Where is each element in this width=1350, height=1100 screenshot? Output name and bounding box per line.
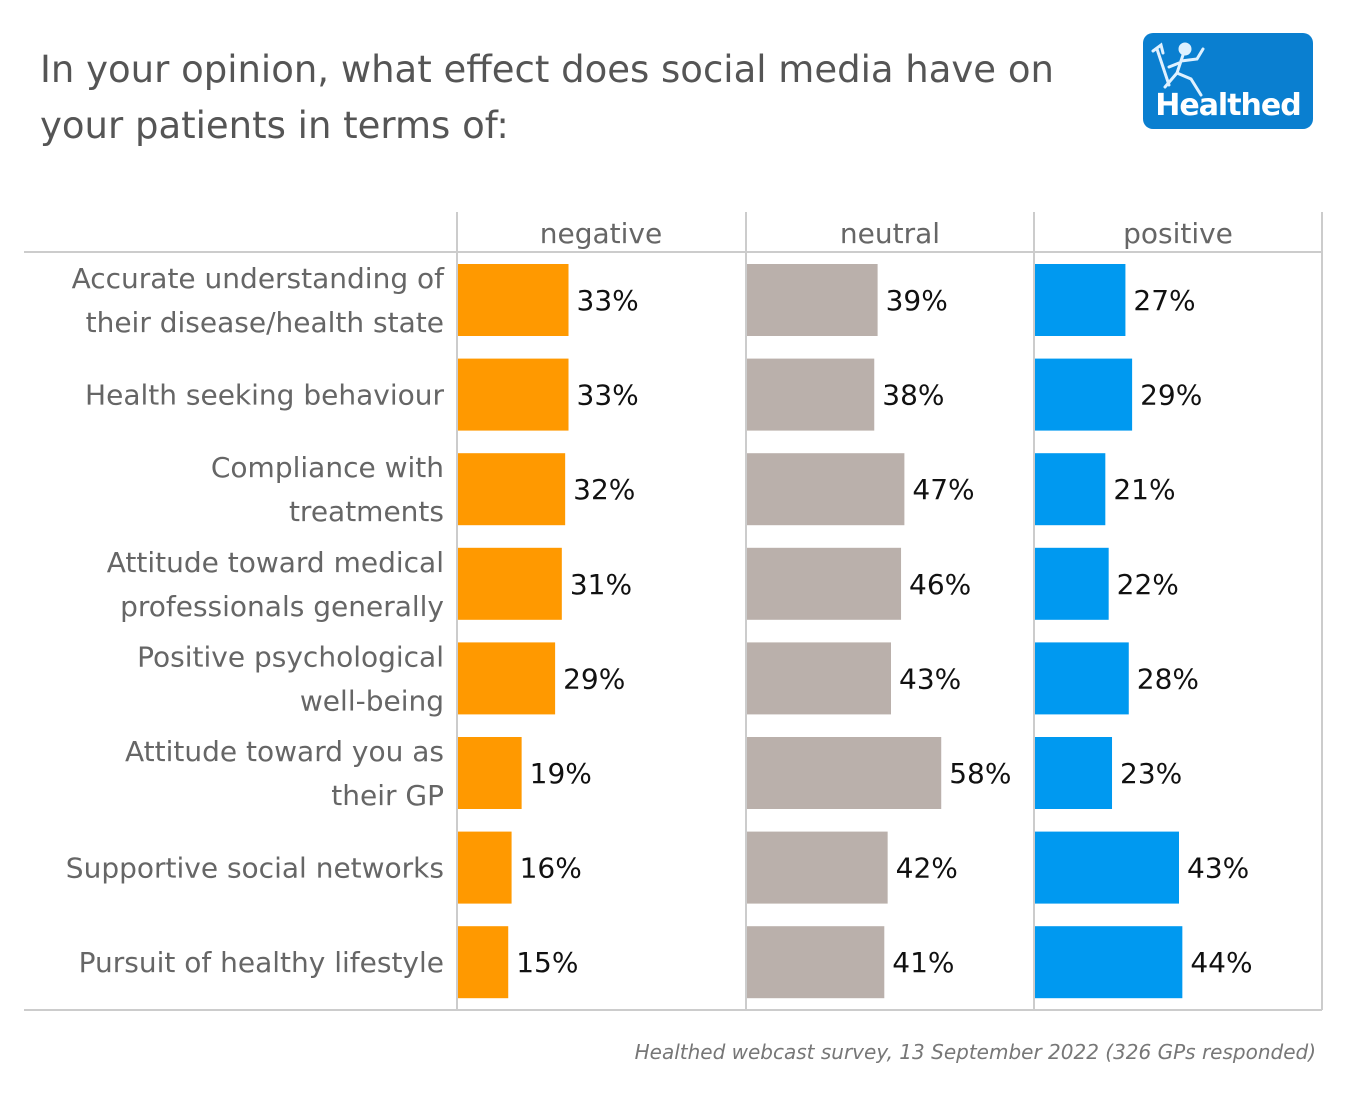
bar-neutral [747, 831, 888, 904]
bar-negative [458, 264, 569, 336]
column-header-positive: positive [1123, 217, 1233, 250]
data-label-negative: 16% [520, 852, 582, 885]
bar-neutral [747, 737, 942, 809]
category-label: Positive psychological [137, 640, 444, 673]
source-footnote: Healthed webcast survey, 13 September 20… [634, 1040, 1316, 1064]
category-label: well-being [300, 684, 444, 717]
data-label-positive: 29% [1140, 379, 1202, 412]
data-label-negative: 15% [516, 946, 578, 979]
category-label: their GP [331, 779, 444, 812]
category-label: Compliance with [211, 451, 444, 484]
bar-positive [1035, 358, 1133, 431]
data-label-neutral: 58% [949, 757, 1011, 790]
data-label-neutral: 39% [886, 284, 948, 317]
data-label-negative: 33% [577, 379, 639, 412]
bar-negative [458, 737, 522, 809]
bar-negative [458, 831, 512, 904]
category-label: Pursuit of healthy lifestyle [79, 946, 444, 979]
bar-negative [458, 453, 566, 526]
data-label-positive: 43% [1187, 852, 1249, 885]
bar-positive [1035, 642, 1129, 715]
bar-positive [1035, 264, 1126, 336]
data-label-negative: 19% [530, 757, 592, 790]
data-label-positive: 23% [1120, 757, 1182, 790]
category-label: Accurate understanding of [72, 262, 446, 295]
category-label: their disease/health state [86, 306, 444, 339]
bar-neutral [747, 926, 885, 999]
runner-icon [1151, 42, 1205, 97]
bar-neutral [747, 453, 905, 526]
category-label: professionals generally [120, 590, 444, 623]
bar-neutral [747, 642, 891, 715]
bar-positive [1035, 831, 1179, 904]
bar-neutral [747, 358, 875, 431]
data-label-positive: 28% [1137, 662, 1199, 695]
data-label-neutral: 41% [892, 946, 954, 979]
category-label: treatments [289, 495, 444, 528]
column-header-negative: negative [540, 217, 662, 250]
data-label-negative: 29% [563, 662, 625, 695]
category-label: Health seeking behaviour [85, 379, 444, 412]
bar-positive [1035, 547, 1109, 620]
bar-neutral [747, 547, 902, 620]
bar-neutral [747, 264, 878, 336]
logo-text: Healthed [1155, 88, 1302, 123]
data-label-negative: 31% [570, 568, 632, 601]
bar-positive [1035, 926, 1183, 999]
data-label-positive: 21% [1113, 473, 1175, 506]
data-label-positive: 27% [1133, 284, 1195, 317]
category-label: Attitude toward you as [125, 735, 444, 768]
data-label-negative: 33% [577, 284, 639, 317]
data-label-negative: 32% [573, 473, 635, 506]
bar-positive [1035, 737, 1113, 809]
data-label-neutral: 43% [899, 662, 961, 695]
healthed-logo: Healthed [1143, 33, 1313, 129]
data-label-neutral: 47% [912, 473, 974, 506]
bar-positive [1035, 453, 1106, 526]
data-label-neutral: 46% [909, 568, 971, 601]
category-label: Attitude toward medical [107, 546, 444, 579]
bar-negative [458, 547, 562, 620]
chart-title: In your opinion, what effect does social… [40, 48, 1054, 147]
data-label-neutral: 42% [896, 852, 958, 885]
column-header-neutral: neutral [840, 217, 940, 250]
bar-negative [458, 358, 569, 431]
data-label-positive: 44% [1190, 946, 1252, 979]
bar-negative [458, 642, 556, 715]
category-label: Supportive social networks [66, 852, 444, 885]
data-label-neutral: 38% [882, 379, 944, 412]
bar-negative [458, 926, 509, 999]
data-label-positive: 22% [1117, 568, 1179, 601]
